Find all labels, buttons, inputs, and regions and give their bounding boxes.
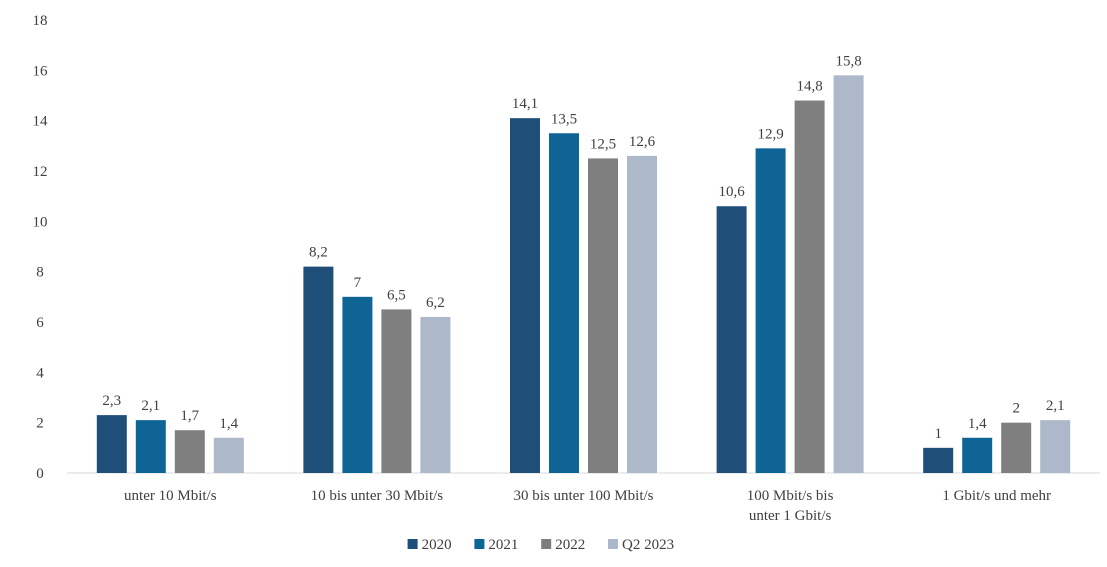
data-label: 15,8	[835, 53, 861, 69]
data-label: 10,6	[718, 184, 745, 200]
data-label: 2	[1012, 401, 1020, 417]
legend-swatch	[608, 539, 618, 549]
bar	[420, 316, 451, 473]
data-label: 7	[354, 275, 362, 291]
bar	[213, 437, 244, 473]
y-tick-label: 18	[33, 13, 48, 29]
y-tick-label: 10	[33, 214, 48, 230]
data-label: 1,7	[180, 408, 199, 424]
bar	[923, 447, 954, 473]
bar	[381, 309, 412, 473]
y-tick-label: 6	[36, 315, 44, 331]
data-label: 1	[934, 426, 942, 442]
legend-label: Q2 2023	[622, 537, 674, 553]
data-label: 12,9	[757, 126, 783, 142]
legend-swatch	[474, 539, 485, 549]
data-label: 6,5	[387, 287, 406, 303]
y-tick-label: 16	[33, 63, 49, 79]
bars	[96, 75, 1071, 474]
legend-swatch	[541, 539, 552, 549]
bar	[342, 296, 373, 473]
category-label: unter 1 Gbit/s	[749, 508, 832, 524]
y-tick-label: 8	[36, 265, 44, 281]
data-label: 2,1	[141, 398, 160, 414]
bar	[962, 437, 993, 473]
category-label: unter 10 Mbit/s	[124, 488, 217, 504]
category-label: 100 Mbit/s bis	[747, 488, 834, 504]
bar	[135, 420, 166, 473]
legend-label: 2020	[422, 537, 452, 553]
data-label: 14,8	[796, 79, 822, 95]
bar	[716, 206, 747, 473]
data-label: 2,3	[102, 393, 121, 409]
y-tick-label: 0	[36, 466, 44, 482]
data-label: 12,6	[629, 134, 656, 150]
legend-label: 2021	[488, 537, 518, 553]
category-labels: unter 10 Mbit/s 10 bis unter 30 Mbit/s 30 …	[124, 488, 1051, 524]
bar	[510, 118, 540, 474]
bar	[755, 148, 786, 473]
y-axis: 0 2 4 6 8 10 12 14 16 18	[33, 13, 49, 482]
y-tick-label: 12	[33, 164, 48, 180]
data-label: 1,4	[219, 416, 238, 432]
bar	[174, 430, 205, 473]
category-label: 1 Gbit/s und mehr	[942, 488, 1051, 504]
legend: 2020 2021 2022 Q2 2023	[407, 537, 674, 553]
bar	[794, 100, 825, 474]
data-label: 2,1	[1046, 398, 1065, 414]
data-label: 1,4	[968, 416, 987, 432]
data-labels: 2,3 2,1 1,7 1,4 8,2 7 6,5 6,2 14,1 13,5 12,5 12,6 10…	[102, 53, 1064, 441]
y-tick-label: 14	[33, 114, 49, 130]
bar	[1040, 420, 1071, 473]
bar	[96, 415, 127, 473]
data-label: 6,2	[426, 295, 445, 311]
category-label: 10 bis unter 30 Mbit/s	[311, 488, 444, 504]
data-label: 13,5	[551, 111, 577, 127]
bar	[833, 75, 864, 473]
category-label: 30 bis unter 100 Mbit/s	[513, 488, 653, 504]
y-tick-label: 2	[36, 416, 44, 432]
bar	[627, 155, 657, 473]
bar	[588, 158, 618, 473]
data-label: 8,2	[309, 245, 328, 261]
legend-swatch	[407, 539, 418, 549]
data-label: 12,5	[590, 136, 616, 152]
bar	[303, 266, 334, 473]
bar	[549, 133, 579, 473]
legend-label: 2022	[555, 537, 585, 553]
bar	[1001, 422, 1032, 473]
data-label: 14,1	[512, 96, 538, 112]
y-tick-label: 4	[36, 365, 44, 381]
